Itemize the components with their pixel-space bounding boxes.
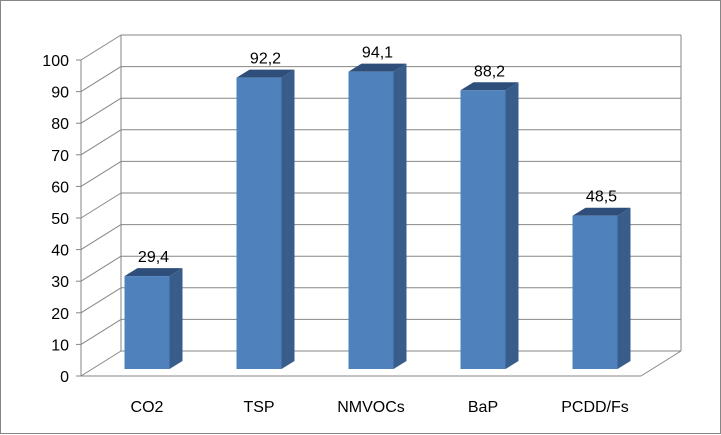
bar-top [124,268,183,277]
x-tick-label: BaP [468,399,498,416]
gridline-side [80,318,122,345]
bar-side [393,63,407,369]
y-tick-label: 20 [51,306,69,323]
y-tick-label: 50 [51,211,69,228]
y-tick-label: 60 [51,179,69,196]
data-label: 29,4 [138,249,169,266]
y-tick-label: 0 [60,369,69,386]
bar-side [281,69,295,369]
data-label: 92,2 [250,51,281,68]
bar [124,276,170,369]
gridline-side [80,255,122,282]
x-tick-label: PCDD/Fs [561,399,629,416]
bar [572,215,618,369]
data-label: 48,5 [586,189,617,206]
gridline-side [80,192,122,219]
bar [460,90,506,370]
gridline-side [80,350,122,377]
bar [348,71,394,370]
bar-side [617,207,631,369]
y-tick-label: 90 [51,85,69,102]
y-tick-label: 70 [51,148,69,165]
x-tick-label: NMVOCs [337,399,405,416]
gridline-side [80,66,122,93]
gridline-side [80,287,122,314]
bar-top [460,82,519,91]
data-labels: 29,4 92,2 94,1 88,2 48,5 [138,45,617,266]
bar-side [505,82,519,370]
floor-right-edge [640,350,682,377]
data-label: 94,1 [362,45,393,62]
data-label: 88,2 [474,63,505,80]
gridline-side [80,160,122,187]
bar-side [169,268,183,369]
y-tick-label: 80 [51,116,69,133]
gridline-side [80,34,122,61]
bar-top [236,69,295,78]
bar-top [348,63,407,72]
y-tick-label: 10 [51,337,69,354]
bar [236,77,282,369]
x-tick-label: TSP [243,399,274,416]
gridline-side [80,224,122,251]
y-tick-label: 40 [51,243,69,260]
gridline-side [80,129,122,156]
tick-labels: 0 10 20 30 40 50 60 70 80 90 100 CO2 TSP NMVOCs BaP PCD… [42,53,628,416]
y-tick-label: 100 [42,53,69,70]
y-tick-label: 30 [51,274,69,291]
bar-top [572,207,631,216]
gridline-side [80,97,122,124]
x-tick-label: CO2 [131,399,164,416]
bars [124,63,631,370]
